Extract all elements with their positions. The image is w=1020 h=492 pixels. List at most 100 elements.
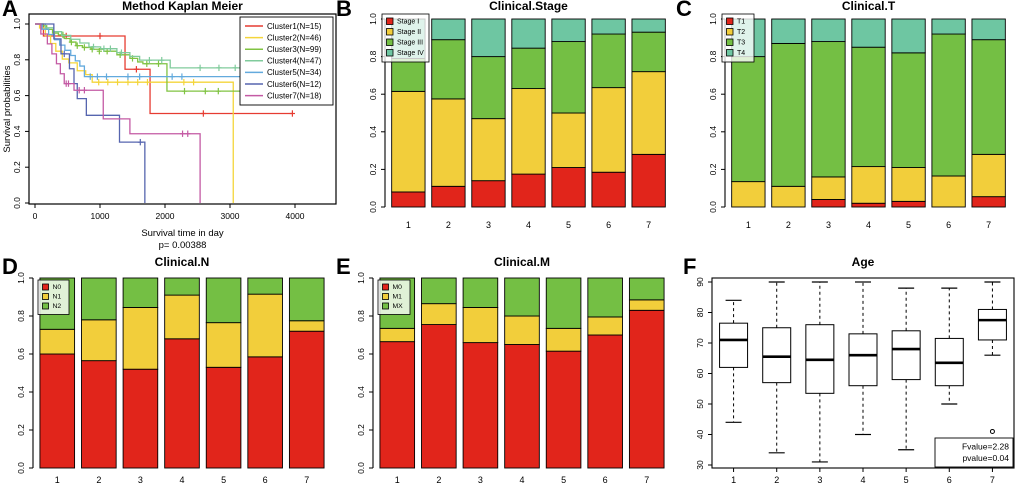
svg-text:0.4: 0.4	[356, 386, 366, 398]
svg-text:0.0: 0.0	[368, 201, 378, 213]
svg-text:MX: MX	[393, 303, 404, 310]
svg-text:Survival time in day: Survival time in day	[141, 228, 224, 239]
svg-text:Clinical.M: Clinical.M	[494, 255, 550, 269]
svg-text:0.8: 0.8	[708, 50, 718, 62]
svg-text:7: 7	[646, 220, 651, 230]
panel-letter-a: A	[2, 0, 18, 21]
svg-text:Stage II: Stage II	[397, 29, 421, 36]
svg-text:2000: 2000	[156, 211, 175, 221]
svg-text:0.4: 0.4	[12, 125, 22, 137]
svg-text:4: 4	[866, 220, 871, 230]
svg-text:1.0: 1.0	[16, 272, 26, 284]
svg-text:5: 5	[904, 475, 909, 485]
svg-text:0.6: 0.6	[708, 88, 718, 100]
svg-text:1: 1	[55, 475, 60, 485]
svg-text:0.2: 0.2	[368, 163, 378, 175]
svg-text:7: 7	[990, 475, 995, 485]
svg-text:Cluster6(N=12): Cluster6(N=12)	[267, 80, 322, 89]
svg-text:7: 7	[986, 220, 991, 230]
clinical-t-stacked-bar-chart: Clinical.T 0.0 0.2 0.4 0.6 0.8 1.0 1 2 3 4 5 6 7 T1 T2 T…	[708, 0, 1006, 230]
svg-text:2: 2	[96, 475, 101, 485]
clinical-stage-stacked-bar-chart: Clinical.Stage 0.0 0.2 0.4 0.6 0.8 1.0 1 2 3 4 5 6 7 S…	[368, 0, 666, 230]
panel-d-clinical-n: D Clinical.N 0.0 0.2 0.4 0.6 0.8 1.0 1 2 3 4 5 6 7 N0 N…	[0, 250, 340, 492]
svg-text:Cluster1(N=15): Cluster1(N=15)	[267, 22, 322, 31]
panel-b-clinical-stage: B Clinical.Stage 0.0 0.2 0.4 0.6 0.8 1.0 1 2 3 4 5 6…	[336, 0, 680, 250]
panel-letter-d: D	[2, 254, 18, 279]
svg-text:6: 6	[946, 220, 951, 230]
panel-letter-c: C	[676, 0, 692, 21]
panel-letter-f: F	[683, 254, 697, 279]
svg-text:Clinical.N: Clinical.N	[155, 255, 210, 269]
svg-text:5: 5	[561, 475, 566, 485]
svg-text:Cluster4(N=47): Cluster4(N=47)	[267, 57, 322, 66]
svg-text:6: 6	[603, 475, 608, 485]
svg-text:1000: 1000	[91, 211, 110, 221]
svg-text:1: 1	[731, 475, 736, 485]
svg-text:0.2: 0.2	[16, 424, 26, 436]
svg-text:6: 6	[947, 475, 952, 485]
svg-text:2: 2	[446, 220, 451, 230]
svg-text:0.0: 0.0	[12, 197, 22, 209]
svg-text:1: 1	[406, 220, 411, 230]
svg-text:6: 6	[263, 475, 268, 485]
svg-text:0.6: 0.6	[368, 88, 378, 100]
svg-text:4: 4	[860, 475, 865, 485]
svg-text:0.6: 0.6	[16, 348, 26, 360]
svg-text:0.4: 0.4	[708, 126, 718, 138]
svg-text:M1: M1	[393, 294, 403, 301]
svg-text:T2: T2	[737, 29, 745, 36]
svg-text:2: 2	[436, 475, 441, 485]
svg-text:Clinical.Stage: Clinical.Stage	[489, 0, 568, 13]
svg-text:Stage IV: Stage IV	[397, 50, 424, 57]
svg-text:90: 90	[695, 277, 705, 287]
svg-text:Cluster5(N=34): Cluster5(N=34)	[267, 68, 322, 77]
svg-text:N1: N1	[53, 294, 62, 301]
svg-text:pvalue=0.04: pvalue=0.04	[962, 453, 1009, 463]
svg-text:Survival probabilities: Survival probabilities	[2, 65, 13, 152]
svg-text:2: 2	[774, 475, 779, 485]
svg-text:0.4: 0.4	[16, 386, 26, 398]
kaplan-meier-survival-chart: Method Kaplan Meier 0 1000 2000 3000 4000 0.0 0…	[2, 0, 337, 251]
svg-text:Stage III: Stage III	[397, 40, 423, 47]
svg-text:Age: Age	[852, 255, 875, 269]
svg-text:0.8: 0.8	[356, 310, 366, 322]
panel-f-age-boxplot: F Age 30 40 50 60 70 80 90 1 2 3 4 5 6 7 Fvalue=2.28 pva…	[680, 250, 1020, 492]
panel-c-clinical-t: C Clinical.T 0.0 0.2 0.4 0.6 0.8 1.0 1 2 3 4 5 6 7 T1 T…	[676, 0, 1020, 250]
svg-text:Cluster7(N=18): Cluster7(N=18)	[267, 91, 322, 100]
svg-text:3: 3	[486, 220, 491, 230]
svg-text:Fvalue=2.28: Fvalue=2.28	[962, 442, 1009, 452]
svg-text:70: 70	[695, 338, 705, 348]
svg-text:0.2: 0.2	[708, 163, 718, 175]
svg-text:0.8: 0.8	[12, 54, 22, 66]
svg-text:40: 40	[695, 430, 705, 440]
age-boxplot-chart: Age 30 40 50 60 70 80 90 1 2 3 4 5 6 7 Fvalue=2.28pvalu…	[695, 255, 1015, 485]
clinical-n-stacked-bar-chart: Clinical.N 0.0 0.2 0.4 0.6 0.8 1.0 1 2 3 4 5 6 7 N0 N1 N…	[16, 255, 325, 485]
svg-text:0.2: 0.2	[356, 424, 366, 436]
svg-text:0.6: 0.6	[356, 348, 366, 360]
svg-text:4: 4	[179, 475, 184, 485]
panel-letter-e: E	[336, 254, 351, 279]
svg-text:Cluster2(N=46): Cluster2(N=46)	[267, 33, 322, 42]
svg-text:0.6: 0.6	[12, 89, 22, 101]
svg-text:1: 1	[746, 220, 751, 230]
svg-text:3: 3	[826, 220, 831, 230]
svg-text:0.0: 0.0	[16, 462, 26, 474]
svg-text:p= 0.00388: p= 0.00388	[159, 240, 207, 251]
svg-text:T3: T3	[737, 40, 745, 47]
panel-e-clinical-m: E Clinical.M 0.0 0.2 0.4 0.6 0.8 1.0 1 2 3 4 5 6 7 M0 M…	[336, 250, 680, 492]
svg-text:0.0: 0.0	[356, 462, 366, 474]
svg-text:M0: M0	[393, 284, 403, 291]
svg-text:3: 3	[138, 475, 143, 485]
svg-text:T4: T4	[737, 50, 745, 57]
panel-letter-b: B	[336, 0, 352, 21]
svg-text:T1: T1	[737, 19, 745, 26]
svg-text:1: 1	[395, 475, 400, 485]
svg-text:4: 4	[526, 220, 531, 230]
svg-text:5: 5	[566, 220, 571, 230]
svg-text:0.4: 0.4	[368, 126, 378, 138]
svg-text:Cluster3(N=99): Cluster3(N=99)	[267, 45, 322, 54]
svg-text:4: 4	[519, 475, 524, 485]
svg-text:0.0: 0.0	[708, 201, 718, 213]
svg-text:Clinical.T: Clinical.T	[842, 0, 896, 13]
svg-text:Method Kaplan Meier: Method Kaplan Meier	[122, 0, 243, 13]
